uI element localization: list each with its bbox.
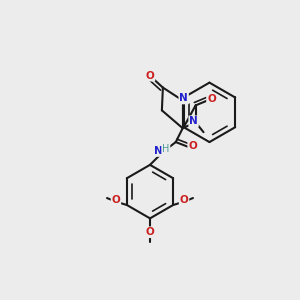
Text: O: O — [146, 71, 154, 81]
Text: O: O — [112, 195, 120, 205]
Text: N: N — [189, 116, 198, 126]
Text: O: O — [146, 227, 154, 237]
Text: O: O — [207, 94, 216, 104]
Text: H: H — [162, 144, 169, 154]
Text: O: O — [188, 141, 197, 151]
Text: N: N — [179, 94, 188, 103]
Text: O: O — [180, 195, 188, 205]
Text: N: N — [154, 146, 162, 156]
